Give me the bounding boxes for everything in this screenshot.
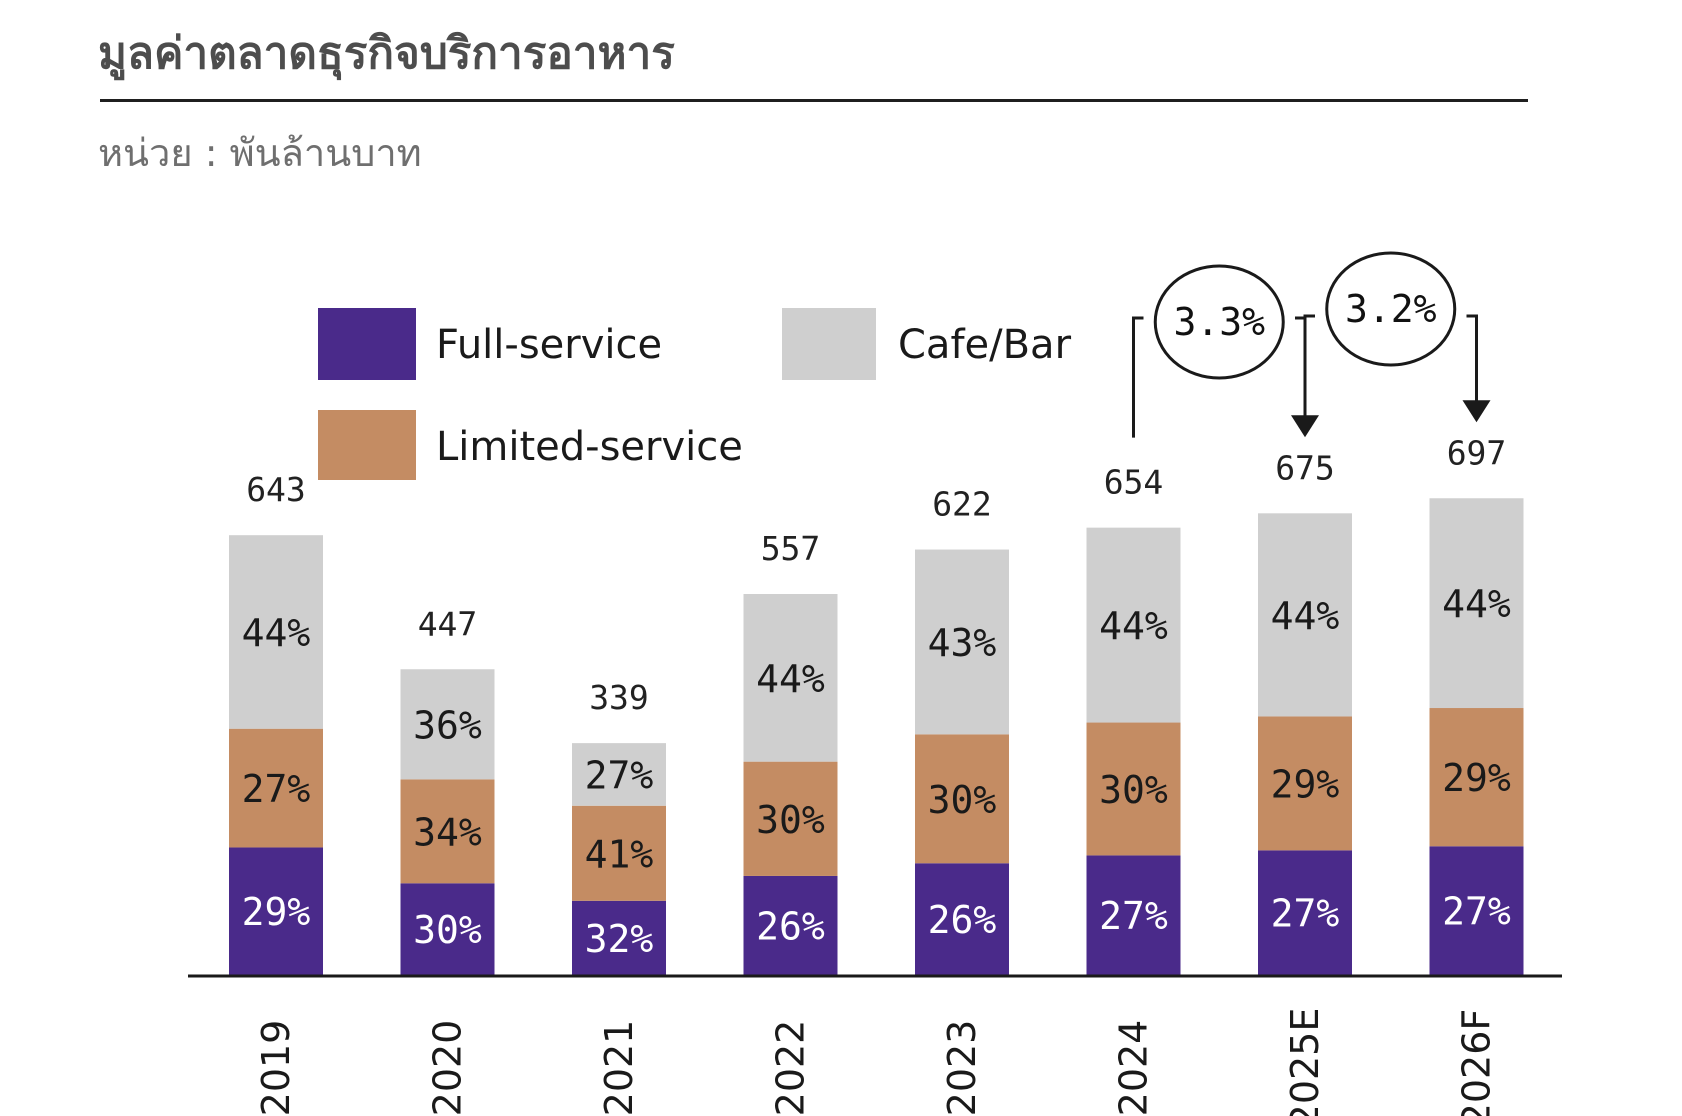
segment-label-cafe-bar-2025e: 44% bbox=[1271, 594, 1340, 638]
legend-swatch-full-service bbox=[318, 308, 416, 380]
segment-label-full-service-2025e: 27% bbox=[1271, 892, 1340, 936]
total-label-2023: 622 bbox=[932, 485, 992, 524]
bar-segment-full-service-2023 bbox=[915, 863, 1009, 975]
bar-segment-full-service-2021 bbox=[572, 900, 666, 975]
bar-segment-cafe-bar-2020 bbox=[400, 669, 495, 780]
x-tick-2026f: 2026F bbox=[1455, 1009, 1499, 1116]
total-label-2019: 643 bbox=[246, 470, 306, 509]
bar-segment-full-service-2024 bbox=[1086, 855, 1181, 975]
annotation-bracket-right bbox=[1466, 314, 1478, 407]
segment-label-full-service-2024: 27% bbox=[1099, 894, 1168, 938]
total-label-2025e: 675 bbox=[1275, 448, 1335, 487]
bar-segment-limited-service-2019 bbox=[229, 728, 323, 848]
x-tick-2019: 2019 bbox=[254, 1020, 298, 1116]
segment-label-limited-service-2023: 30% bbox=[928, 778, 997, 822]
legend-label-full-service: Full-service bbox=[436, 322, 662, 368]
bar-segment-full-service-2025e bbox=[1258, 850, 1352, 975]
segment-label-cafe-bar-2021: 27% bbox=[585, 753, 654, 797]
segment-label-limited-service-2024: 30% bbox=[1099, 768, 1168, 812]
segment-label-cafe-bar-2019: 44% bbox=[242, 611, 311, 655]
segment-label-full-service-2026f: 27% bbox=[1442, 890, 1511, 934]
segment-label-limited-service-2019: 27% bbox=[242, 767, 311, 811]
annotation-arrowhead bbox=[1291, 415, 1319, 438]
growth-annotations: 3.3% 3.2% bbox=[1132, 251, 1491, 438]
legend-swatch-cafe-bar bbox=[782, 308, 876, 380]
bar-segment-cafe-bar-2024 bbox=[1086, 527, 1181, 723]
segment-label-limited-service-2026f: 29% bbox=[1442, 756, 1511, 800]
bar-segment-limited-service-2024 bbox=[1086, 722, 1181, 856]
bar-segment-cafe-bar-2026f bbox=[1429, 498, 1524, 709]
segment-label-full-service-2021: 32% bbox=[585, 917, 654, 961]
segment-label-full-service-2020: 30% bbox=[413, 908, 482, 952]
annotation-bubble bbox=[1153, 264, 1285, 380]
annotation-growth-rate: 3.3% bbox=[1173, 300, 1265, 344]
segment-label-full-service-2023: 26% bbox=[928, 898, 997, 942]
segment-label-cafe-bar-2024: 44% bbox=[1099, 604, 1168, 648]
segment-label-limited-service-2025e: 29% bbox=[1271, 762, 1340, 806]
bar-segment-cafe-bar-2019 bbox=[229, 535, 323, 729]
bar-segment-cafe-bar-2023 bbox=[915, 549, 1009, 735]
bar-segment-limited-service-2020 bbox=[400, 779, 495, 884]
x-tick-2024: 2024 bbox=[1112, 1020, 1156, 1116]
annotation-bubble bbox=[1325, 251, 1457, 367]
legend-swatch-limited-service bbox=[318, 410, 416, 480]
annotation-growth-rate: 3.2% bbox=[1345, 287, 1437, 331]
x-tick-2022: 2022 bbox=[769, 1020, 813, 1116]
total-label-2020: 447 bbox=[418, 604, 478, 643]
legend: Full-service Cafe/Bar Limited-service bbox=[318, 308, 1072, 480]
segment-label-full-service-2022: 26% bbox=[756, 904, 825, 948]
bar-segment-full-service-2019 bbox=[229, 847, 323, 975]
bar-segment-limited-service-2025e bbox=[1258, 716, 1352, 851]
x-tick-2020: 2020 bbox=[426, 1020, 470, 1116]
title-divider bbox=[100, 99, 1528, 102]
annotation-bracket-left bbox=[1303, 314, 1315, 424]
segment-label-limited-service-2020: 34% bbox=[413, 810, 482, 854]
x-tick-labels: 2019 2020 2021 2022 2023 2024 2025E 2026F bbox=[254, 1008, 1499, 1116]
bar-segment-full-service-2022 bbox=[743, 875, 838, 975]
segment-label-cafe-bar-2020: 36% bbox=[413, 703, 482, 747]
segment-label-full-service-2019: 29% bbox=[242, 890, 311, 934]
segment-label-cafe-bar-2023: 43% bbox=[928, 621, 997, 665]
bar-segment-cafe-bar-2021 bbox=[572, 743, 666, 806]
x-tick-2023: 2023 bbox=[940, 1020, 984, 1116]
total-label-2024: 654 bbox=[1104, 463, 1164, 502]
chart-title: มูลค่าตลาดธุรกิจบริการอาหาร bbox=[98, 28, 675, 79]
legend-label-cafe-bar: Cafe/Bar bbox=[898, 322, 1072, 368]
segment-label-limited-service-2021: 41% bbox=[585, 832, 654, 876]
bar-segment-full-service-2020 bbox=[400, 883, 495, 975]
segment-label-cafe-bar-2026f: 44% bbox=[1442, 582, 1511, 626]
bars-group: 29% 27% 44% 643 30% 34% 36% 447 32% 41% 27% 339 26% 3… bbox=[229, 433, 1524, 975]
annotation-arrowhead bbox=[1462, 400, 1491, 423]
bar-segment-cafe-bar-2025e bbox=[1258, 513, 1352, 717]
total-label-2022: 557 bbox=[761, 529, 821, 568]
growth-annotation-2024-to-2025e: 3.3% bbox=[1132, 264, 1319, 438]
legend-label-limited-service: Limited-service bbox=[436, 424, 743, 470]
bar-segment-limited-service-2022 bbox=[743, 761, 838, 876]
bar-segment-limited-service-2021 bbox=[572, 805, 666, 901]
total-label-2026f: 697 bbox=[1447, 433, 1507, 472]
bar-segment-full-service-2026f bbox=[1429, 846, 1524, 975]
segment-label-cafe-bar-2022: 44% bbox=[756, 657, 825, 701]
annotation-bracket-left bbox=[1132, 316, 1144, 438]
bar-segment-limited-service-2026f bbox=[1429, 708, 1524, 847]
growth-annotation-2025e-to-2026f: 3.2% bbox=[1303, 251, 1491, 424]
x-tick-2021: 2021 bbox=[597, 1020, 641, 1116]
bar-segment-limited-service-2023 bbox=[915, 734, 1009, 864]
segment-label-limited-service-2022: 30% bbox=[756, 798, 825, 842]
bar-segment-cafe-bar-2022 bbox=[743, 594, 838, 762]
x-tick-2025e: 2025E bbox=[1283, 1008, 1327, 1116]
unit-label: หน่วย : พันล้านบาท bbox=[98, 131, 422, 175]
total-label-2021: 339 bbox=[589, 678, 649, 717]
